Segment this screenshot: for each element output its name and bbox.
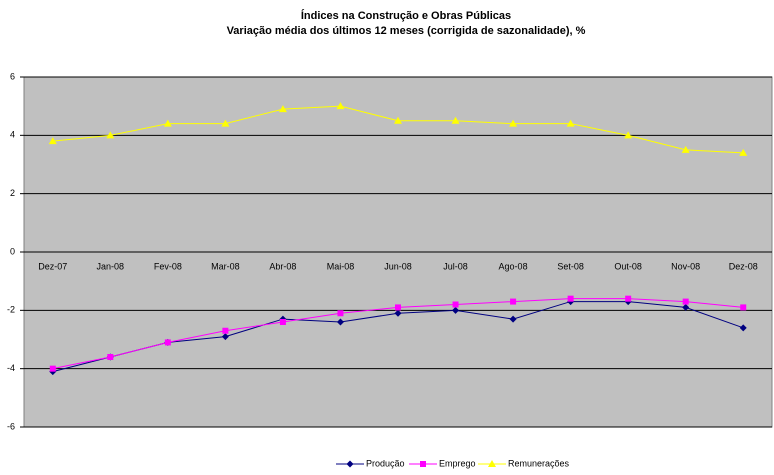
x-tick-label: Fev-08 <box>154 261 182 271</box>
x-tick-label: Set-08 <box>557 261 584 271</box>
legend-label: Produção <box>366 458 405 468</box>
marker <box>221 333 229 341</box>
x-tick-label: Mar-08 <box>211 261 240 271</box>
legend-label: Emprego <box>439 458 476 468</box>
marker <box>681 145 690 153</box>
marker <box>163 119 172 127</box>
marker <box>395 304 401 311</box>
y-tick-label: 6 <box>10 71 15 81</box>
y-tick-label: -4 <box>7 363 15 373</box>
marker <box>48 137 57 145</box>
marker <box>106 131 115 139</box>
marker <box>452 306 460 314</box>
marker <box>682 303 690 311</box>
x-tick-label: Out-08 <box>614 261 642 271</box>
y-tick-label: 4 <box>10 130 15 140</box>
marker <box>394 309 402 317</box>
marker <box>739 148 748 156</box>
marker <box>509 315 517 323</box>
marker <box>566 119 575 127</box>
marker <box>49 365 56 372</box>
legend-label: Remunerações <box>508 458 570 468</box>
x-tick-label: Nov-08 <box>671 261 700 271</box>
x-tick-label: Dez-08 <box>729 261 758 271</box>
x-tick-label: Abr-08 <box>269 261 296 271</box>
y-tick-label: 0 <box>10 246 15 256</box>
marker <box>336 102 345 110</box>
x-tick-label: Ago-08 <box>499 261 528 271</box>
marker <box>394 116 402 124</box>
x-tick-label: Jun-08 <box>384 261 412 271</box>
marker <box>624 131 633 139</box>
y-tick-label: -2 <box>7 305 15 315</box>
x-tick-label: Mai-08 <box>327 261 355 271</box>
x-tick-label: Jul-08 <box>443 261 468 271</box>
marker <box>451 116 460 124</box>
marker <box>337 310 344 317</box>
marker <box>509 119 518 127</box>
x-tick-label: Jan-08 <box>97 261 125 271</box>
chart-subtitle: Variação média dos últimos 12 meses (cor… <box>227 25 586 37</box>
marker <box>739 324 747 332</box>
marker <box>452 301 459 308</box>
y-tick-label: 2 <box>10 188 15 198</box>
marker <box>221 119 230 127</box>
marker <box>740 304 747 311</box>
marker <box>278 105 287 113</box>
marker <box>567 295 574 302</box>
legend-marker <box>420 461 426 467</box>
marker <box>279 319 286 325</box>
y-tick-label: -6 <box>7 421 15 431</box>
marker <box>107 354 114 360</box>
marker <box>625 295 632 302</box>
legend-marker <box>346 460 354 468</box>
marker <box>336 318 344 326</box>
chart-title: Índices na Construção e Obras Públicas <box>301 9 511 22</box>
marker <box>164 339 171 346</box>
legend-marker <box>488 460 496 467</box>
marker <box>510 298 517 305</box>
marker <box>222 327 229 334</box>
x-tick-label: Dez-07 <box>38 261 67 271</box>
marker <box>682 298 689 305</box>
